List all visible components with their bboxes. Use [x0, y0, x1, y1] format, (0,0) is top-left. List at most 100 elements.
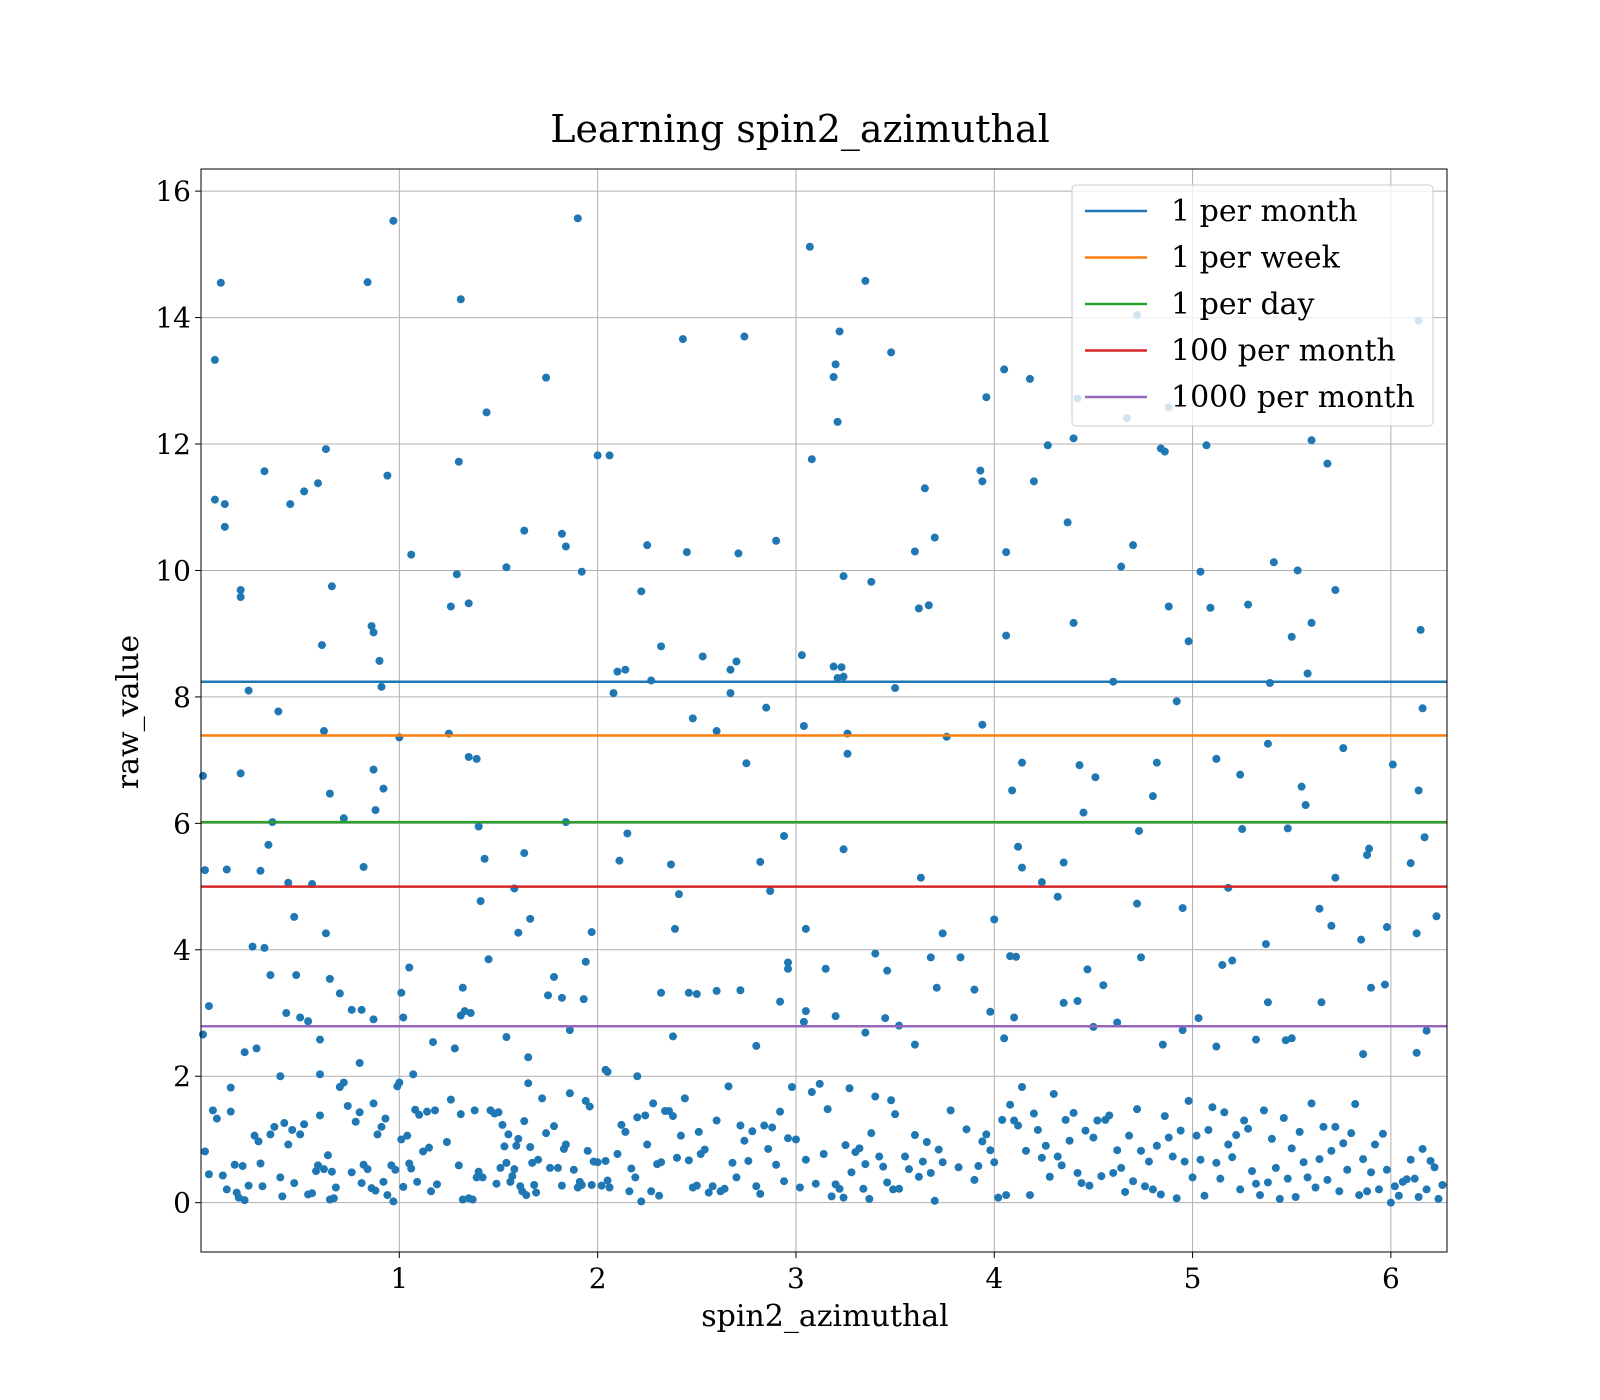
- data-point: [423, 1107, 432, 1116]
- data-point: [290, 1179, 299, 1188]
- data-point: [829, 662, 838, 671]
- data-point: [1363, 1187, 1372, 1196]
- data-point: [256, 866, 265, 875]
- data-point: [839, 672, 848, 681]
- data-point: [524, 1079, 533, 1088]
- data-point: [684, 1156, 693, 1165]
- data-point: [879, 1162, 888, 1171]
- data-point: [1059, 998, 1068, 1007]
- data-point: [724, 1082, 733, 1091]
- data-point: [504, 1130, 513, 1139]
- data-point: [1091, 773, 1100, 782]
- data-point: [1351, 1100, 1360, 1109]
- data-point: [534, 1155, 543, 1164]
- data-point: [1224, 1140, 1233, 1149]
- data-point: [1355, 1191, 1364, 1200]
- y-tick-label: 12: [155, 428, 191, 461]
- data-point: [698, 652, 707, 661]
- data-point: [728, 1158, 737, 1167]
- data-point: [212, 1114, 221, 1123]
- data-point: [542, 1129, 551, 1138]
- data-point: [381, 1114, 390, 1123]
- data-point: [1244, 600, 1253, 609]
- data-point: [668, 1032, 677, 1041]
- data-point: [1365, 844, 1374, 853]
- data-point: [329, 1194, 338, 1203]
- data-point: [780, 1177, 789, 1186]
- data-point: [446, 602, 455, 611]
- data-point: [1224, 883, 1233, 892]
- data-point: [1083, 965, 1092, 974]
- data-point: [734, 549, 743, 558]
- data-point: [752, 1182, 761, 1191]
- data-point: [1037, 1153, 1046, 1162]
- data-point: [258, 1182, 267, 1191]
- data-point: [801, 1007, 810, 1016]
- data-point: [1021, 1146, 1030, 1155]
- data-point: [1117, 562, 1126, 571]
- data-point: [605, 1183, 614, 1192]
- data-point: [859, 1184, 868, 1193]
- data-point: [742, 759, 751, 768]
- data-point: [240, 1196, 249, 1205]
- y-tick-label: 8: [173, 681, 191, 714]
- data-point: [292, 971, 301, 980]
- data-point: [1002, 631, 1011, 640]
- data-point: [282, 1009, 291, 1018]
- data-point: [910, 547, 919, 556]
- data-point: [1297, 782, 1306, 791]
- data-point: [278, 1192, 287, 1201]
- data-point: [524, 1053, 533, 1062]
- data-point: [670, 924, 679, 933]
- data-point: [797, 651, 806, 660]
- data-point: [1014, 1121, 1023, 1130]
- data-point: [1414, 786, 1423, 795]
- data-point: [323, 1151, 332, 1160]
- data-point: [760, 1121, 769, 1130]
- data-point: [1010, 1013, 1019, 1022]
- data-point: [827, 1192, 836, 1201]
- data-point: [1057, 1161, 1066, 1170]
- data-point: [321, 445, 330, 454]
- data-point: [756, 1189, 765, 1198]
- data-point: [609, 689, 618, 698]
- data-point: [270, 1122, 279, 1131]
- y-tick-label: 6: [173, 807, 191, 840]
- data-point: [1172, 697, 1181, 706]
- data-point: [1065, 1136, 1074, 1145]
- data-point: [317, 641, 326, 650]
- data-point: [647, 1187, 656, 1196]
- data-point: [1252, 1179, 1261, 1188]
- data-point: [998, 1115, 1007, 1124]
- data-point: [889, 1185, 898, 1194]
- data-point: [1343, 1165, 1352, 1174]
- data-point: [623, 829, 632, 838]
- data-point: [776, 997, 785, 1006]
- data-point: [986, 1146, 995, 1155]
- data-point: [304, 1017, 313, 1026]
- data-point: [200, 1147, 209, 1156]
- data-point: [926, 953, 935, 962]
- data-point: [1382, 1165, 1391, 1174]
- data-point: [674, 890, 683, 899]
- data-point: [1152, 758, 1161, 767]
- data-point: [520, 849, 529, 858]
- data-point: [526, 914, 535, 923]
- data-point: [1323, 1175, 1332, 1184]
- x-axis-label: spin2_azimuthal: [701, 1299, 949, 1334]
- data-point: [780, 831, 789, 840]
- data-point: [1248, 1167, 1257, 1176]
- data-point: [327, 582, 336, 591]
- data-point: [1085, 1181, 1094, 1190]
- data-point: [427, 1187, 436, 1196]
- data-point: [296, 1130, 305, 1139]
- data-point: [1307, 1099, 1316, 1108]
- data-point: [655, 1191, 664, 1200]
- data-point: [784, 964, 793, 973]
- data-point: [736, 986, 745, 995]
- data-point: [601, 1156, 610, 1165]
- data-point: [954, 1163, 963, 1172]
- data-point: [823, 1105, 832, 1114]
- data-point: [1232, 1131, 1241, 1140]
